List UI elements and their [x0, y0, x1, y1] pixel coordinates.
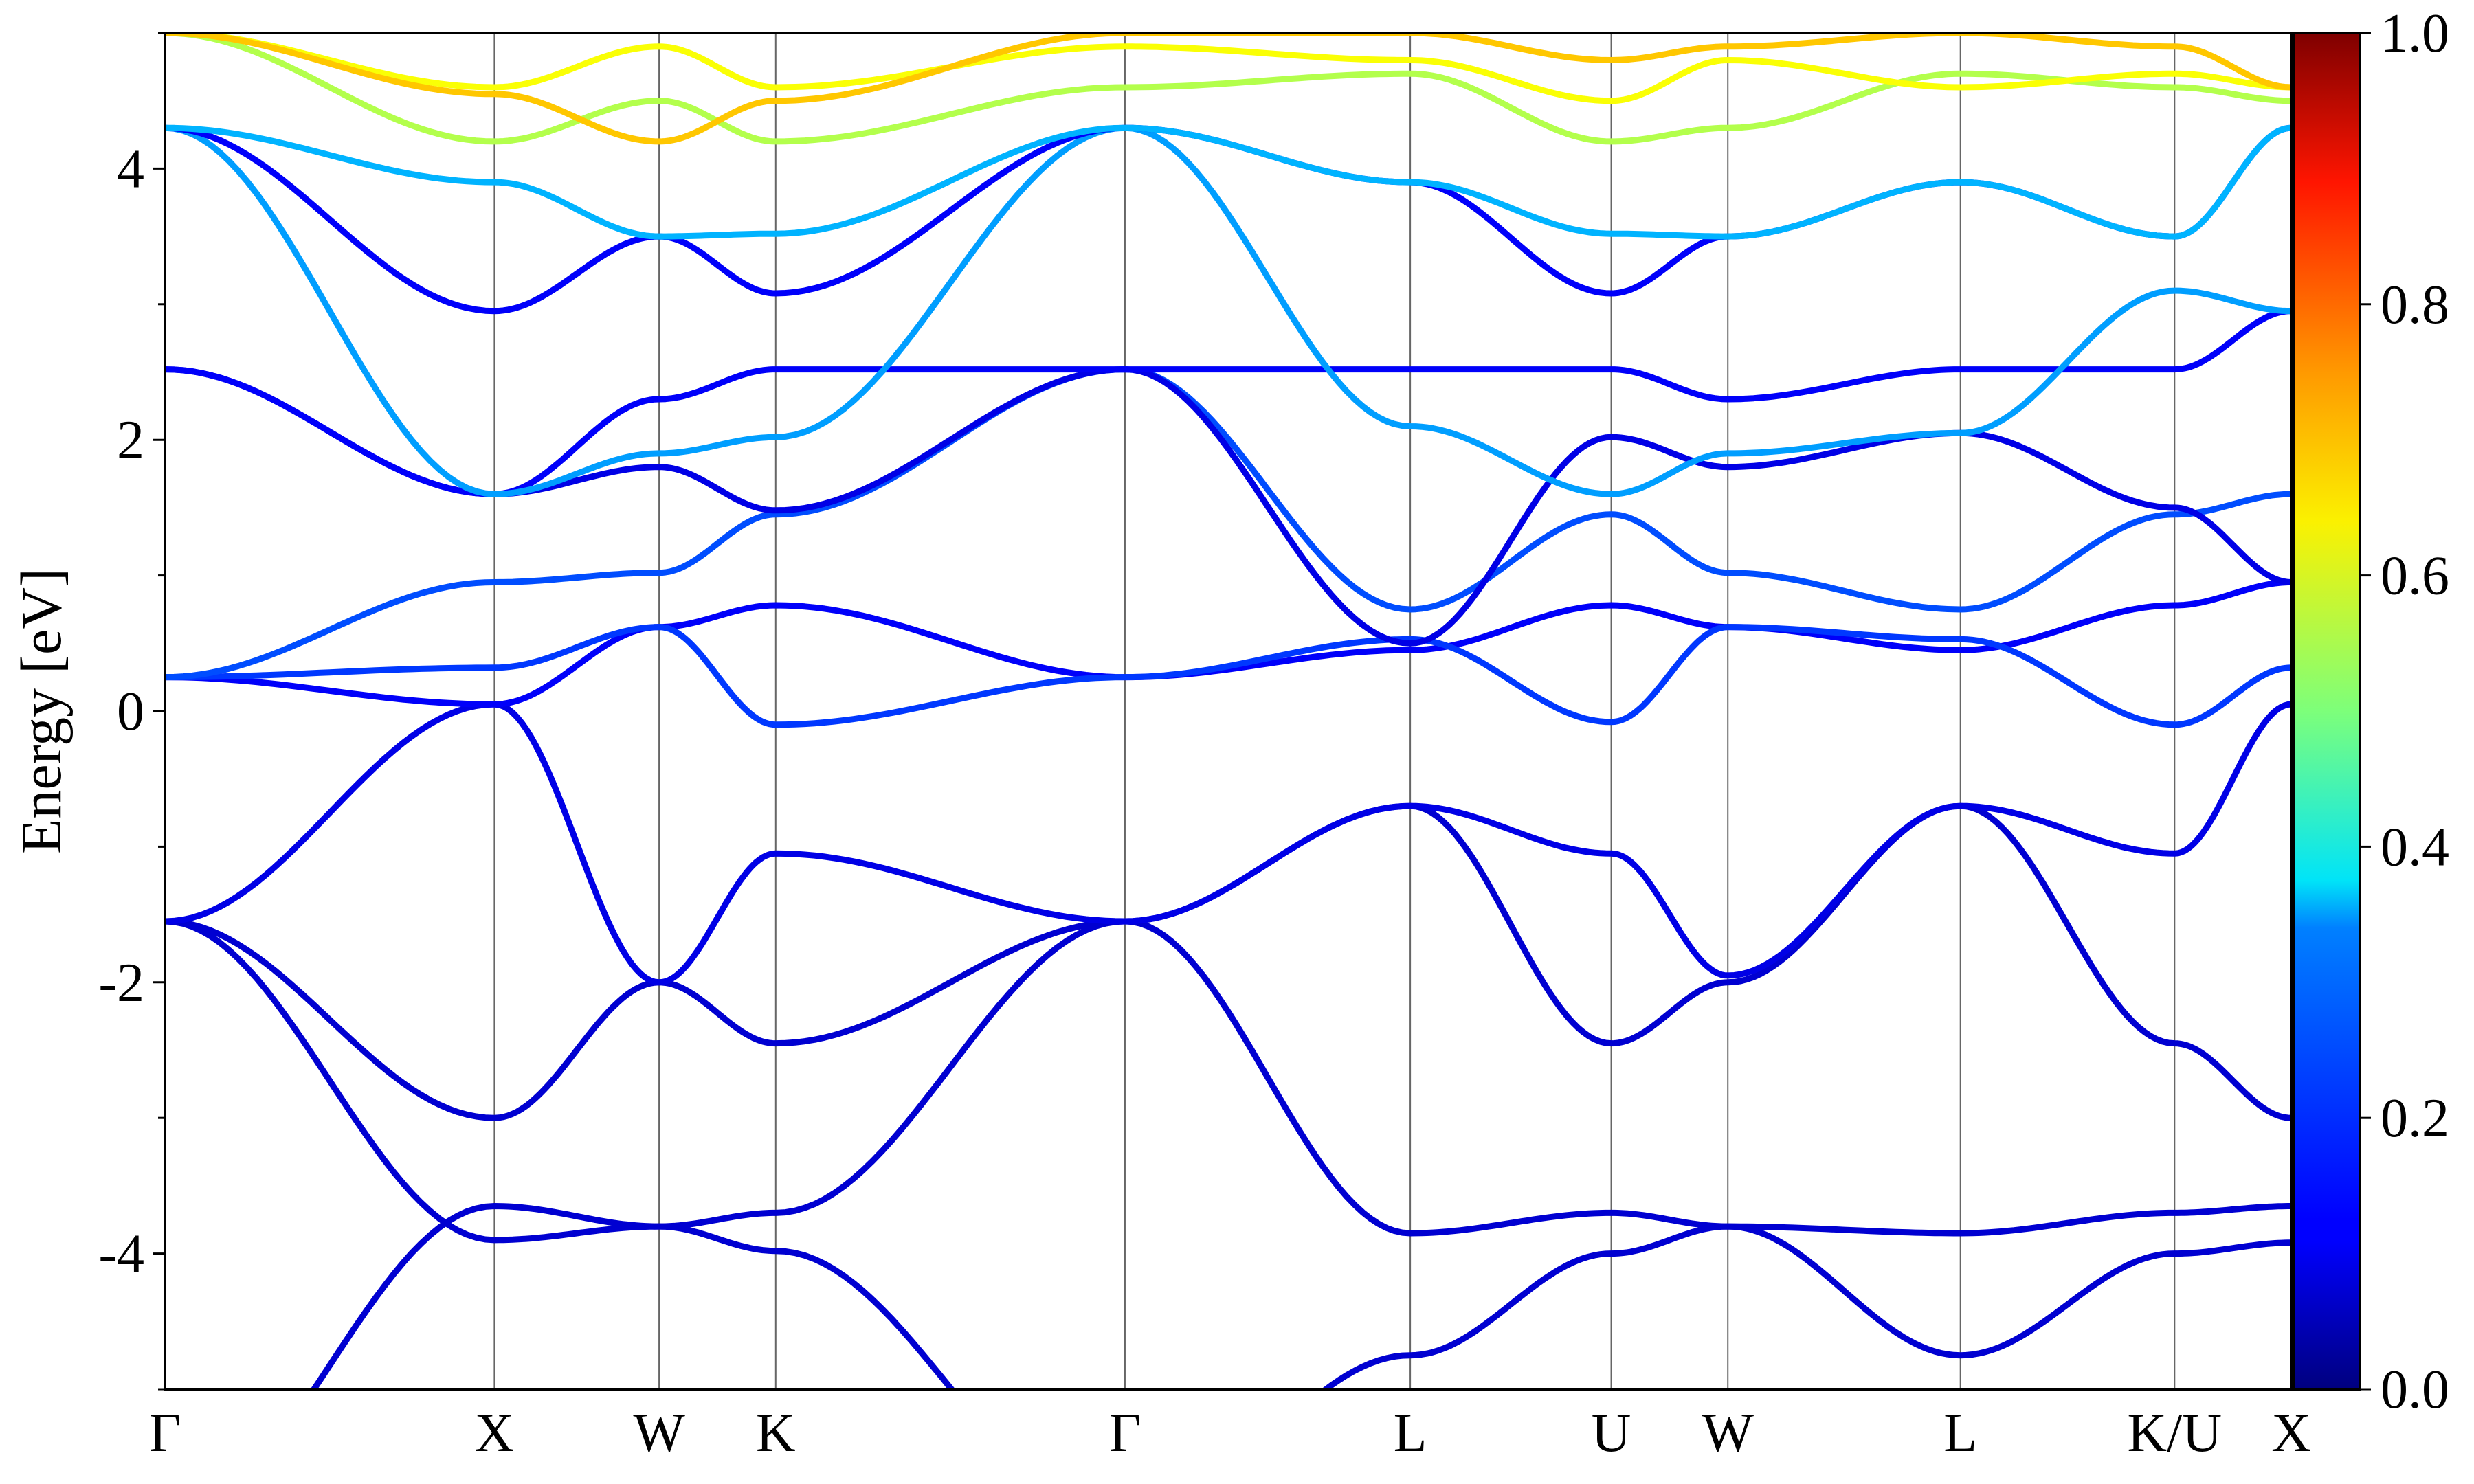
band-line — [165, 701, 2291, 986]
y-tick-label: -4 — [98, 1224, 144, 1285]
x-tick-label: Γ — [149, 1403, 181, 1463]
y-tick-label: 2 — [117, 410, 144, 471]
x-tick-label: K — [756, 1403, 796, 1463]
y-axis-label: Energy [eV] — [10, 568, 74, 854]
x-tick-label: W — [633, 1403, 685, 1463]
colorbar: 0.0 0.2 0.4 0.6 0.8 1.0 — [2293, 3, 2449, 1420]
band-line — [165, 124, 2291, 497]
y-tick-label: 4 — [117, 139, 144, 199]
band-line — [165, 624, 2291, 728]
band-line — [165, 366, 2291, 681]
band-line — [165, 124, 2291, 240]
band-line — [310, 1203, 2291, 1389]
y-axis: -4 -2 0 2 4 — [98, 32, 165, 1391]
colorbar-gradient — [2293, 32, 2361, 1391]
x-tick-label: U — [1592, 1403, 1631, 1463]
colorbar-tick-label: 0.2 — [2381, 1088, 2449, 1149]
x-tick-label: L — [1394, 1403, 1427, 1463]
colorbar-tick-label: 0.8 — [2381, 275, 2449, 335]
plot-frame — [164, 32, 2293, 1391]
x-tick-label: L — [1943, 1403, 1977, 1463]
band-line — [165, 579, 2291, 708]
band-line — [165, 33, 2291, 104]
y-tick-label: -2 — [98, 953, 144, 1013]
x-tick-label: X — [2271, 1403, 2311, 1463]
band-lines — [165, 33, 2291, 1389]
band-line — [165, 33, 2291, 145]
band-line — [165, 33, 2291, 145]
x-tick-label: X — [475, 1403, 515, 1463]
colorbar-tick-label: 0.6 — [2381, 546, 2449, 607]
colorbar-tick-label: 0.0 — [2381, 1360, 2449, 1420]
band-line — [165, 918, 2291, 1244]
colorbar-tick-label: 1.0 — [2381, 3, 2449, 64]
band-line — [165, 802, 2291, 1121]
band-line — [165, 366, 2291, 647]
y-tick-label: 0 — [117, 682, 144, 742]
colorbar-tick-label: 0.4 — [2381, 817, 2449, 877]
band-line — [165, 308, 2291, 497]
x-tick-label: Γ — [1109, 1403, 1141, 1463]
colorbar-ticks: 0.0 0.2 0.4 0.6 0.8 1.0 — [2360, 3, 2449, 1420]
x-tick-label: K/U — [2127, 1403, 2222, 1463]
x-tick-label: W — [1702, 1403, 1754, 1463]
x-axis: Γ X W K Γ L U W L K/U X — [149, 1403, 2311, 1463]
high-symmetry-lines — [493, 33, 2176, 1389]
